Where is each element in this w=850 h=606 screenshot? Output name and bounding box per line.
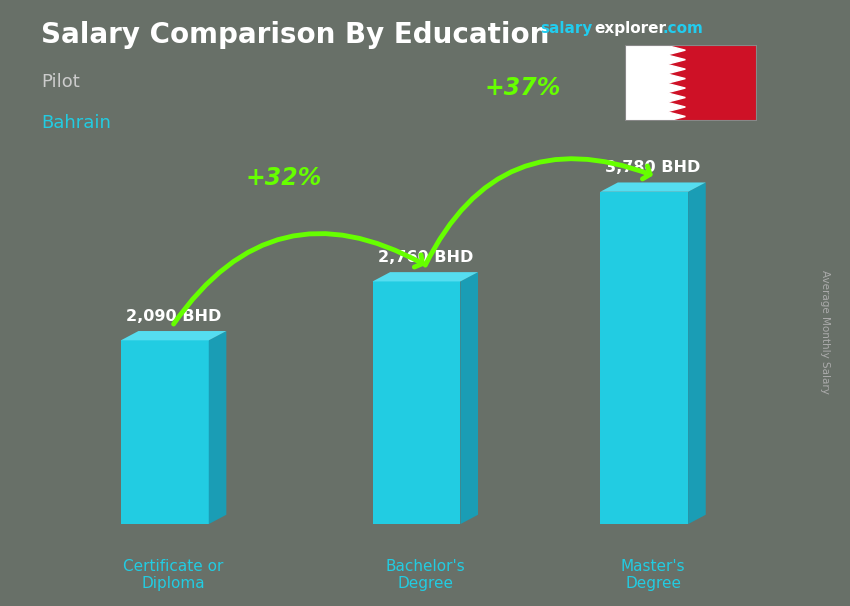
Text: Bachelor's
Degree: Bachelor's Degree [385, 559, 465, 591]
Text: 2,760 BHD: 2,760 BHD [377, 250, 473, 265]
Text: +37%: +37% [485, 76, 561, 100]
Polygon shape [209, 331, 226, 524]
Polygon shape [688, 182, 705, 524]
Polygon shape [667, 55, 685, 64]
Text: +32%: +32% [246, 166, 321, 190]
Bar [625, 45, 667, 121]
Polygon shape [667, 45, 685, 55]
Text: Bahrain: Bahrain [41, 114, 110, 132]
Polygon shape [667, 112, 685, 121]
Bar [600, 191, 689, 524]
Text: 3,780 BHD: 3,780 BHD [605, 161, 700, 176]
Polygon shape [600, 182, 706, 191]
Polygon shape [667, 74, 685, 83]
Bar [372, 281, 461, 524]
Polygon shape [667, 102, 685, 112]
Text: Pilot: Pilot [41, 73, 80, 92]
Text: .com: .com [663, 21, 704, 36]
Polygon shape [372, 272, 478, 281]
Text: 2,090 BHD: 2,090 BHD [126, 309, 221, 324]
Polygon shape [667, 93, 685, 102]
Polygon shape [121, 331, 226, 341]
Text: salary: salary [541, 21, 592, 36]
Text: Average Monthly Salary: Average Monthly Salary [820, 270, 830, 394]
Polygon shape [461, 272, 478, 524]
Text: explorer: explorer [595, 21, 666, 36]
Bar [121, 341, 209, 524]
Bar [667, 45, 756, 121]
Text: Salary Comparison By Education: Salary Comparison By Education [41, 21, 549, 49]
Polygon shape [667, 64, 685, 74]
Text: Certificate or
Diploma: Certificate or Diploma [123, 559, 224, 591]
Polygon shape [667, 83, 685, 93]
Text: Master's
Degree: Master's Degree [620, 559, 685, 591]
